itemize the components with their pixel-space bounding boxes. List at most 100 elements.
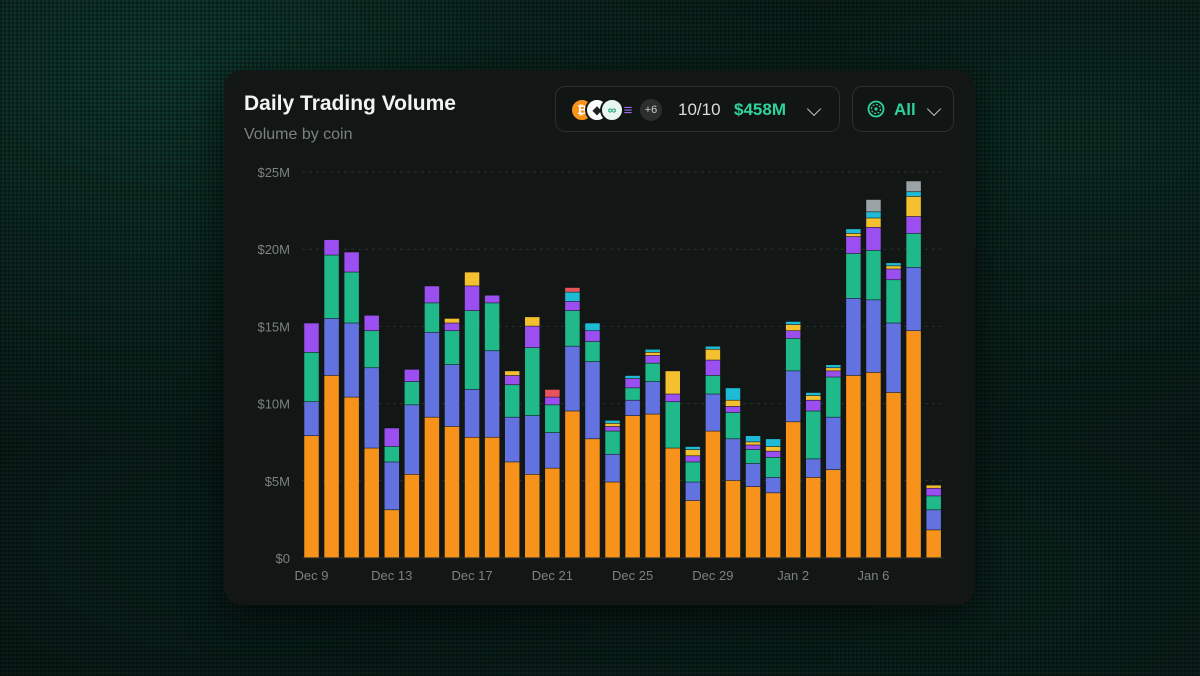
bar-stack[interactable]	[745, 436, 761, 558]
bar-stack[interactable]	[324, 239, 339, 558]
bar-stack[interactable]	[665, 371, 681, 558]
bar-segment	[545, 432, 560, 468]
bar-stack[interactable]	[826, 365, 841, 558]
bar-stack[interactable]	[304, 323, 319, 558]
x-tick-label: Jan 2	[777, 568, 809, 583]
bar-segment	[304, 352, 319, 402]
bar-segment	[866, 372, 881, 558]
bar-stack[interactable]	[685, 446, 701, 558]
x-tick-label: Dec 25	[612, 568, 653, 583]
bar-stack[interactable]	[525, 317, 540, 558]
bar-stack[interactable]	[444, 318, 460, 558]
bar-stack[interactable]	[926, 485, 941, 558]
bar-stack[interactable]	[725, 388, 741, 558]
bar-segment	[926, 530, 941, 558]
bar-stack[interactable]	[645, 349, 660, 558]
time-range-dropdown[interactable]: All	[852, 86, 954, 132]
trading-volume-card: Daily Trading Volume Volume by coin ₿ ◆ …	[224, 70, 975, 605]
bar-segment	[304, 436, 319, 558]
bar-segment	[725, 439, 741, 481]
bar-segment	[404, 474, 420, 558]
bar-stack[interactable]	[545, 389, 560, 558]
y-tick-label: $20M	[257, 242, 290, 257]
bar-stack[interactable]	[384, 428, 400, 558]
bar-stack[interactable]	[806, 392, 821, 558]
bar-stack[interactable]	[424, 286, 440, 558]
bar-segment	[685, 462, 701, 482]
bar-stack[interactable]	[765, 439, 781, 558]
bar-segment	[645, 414, 660, 558]
bar-segment	[806, 411, 821, 459]
bar-stack[interactable]	[785, 321, 801, 558]
bar-segment	[765, 439, 781, 447]
x-tick-label: Dec 29	[692, 568, 733, 583]
bar-segment	[625, 415, 640, 558]
bar-segment	[424, 303, 440, 332]
bar-segment	[685, 456, 701, 462]
bar-stack[interactable]	[464, 272, 480, 558]
bar-segment	[765, 457, 781, 478]
bar-segment	[765, 477, 781, 493]
bar-segment	[826, 368, 841, 371]
bar-segment	[886, 266, 901, 269]
bar-segment	[645, 355, 660, 363]
bar-segment	[886, 392, 901, 558]
bar-segment	[745, 449, 761, 464]
bar-stack[interactable]	[705, 346, 721, 558]
bar-stack[interactable]	[565, 287, 580, 558]
bar-segment	[545, 397, 560, 405]
bar-segment	[886, 323, 901, 393]
bar-segment	[886, 280, 901, 323]
bar-segment	[725, 400, 741, 407]
bar-segment	[645, 381, 660, 414]
bar-segment	[806, 459, 821, 478]
bar-segment	[404, 405, 420, 475]
bar-segment	[705, 394, 721, 431]
bar-segment	[585, 361, 600, 439]
x-tick-label: Dec 9	[295, 568, 329, 583]
bar-stack[interactable]	[866, 199, 881, 558]
bar-segment	[866, 250, 881, 300]
bar-segment	[705, 360, 721, 376]
bar-segment	[444, 323, 460, 331]
bar-segment	[665, 394, 681, 402]
bar-stack[interactable]	[846, 229, 861, 558]
bar-stack[interactable]	[625, 375, 640, 558]
bar-segment	[364, 315, 379, 331]
bar-segment	[906, 233, 921, 268]
bar-segment	[525, 415, 540, 475]
bar-stack[interactable]	[364, 315, 379, 558]
coin-filter-dropdown[interactable]: ₿ ◆ ∞ ≡ +6 10/10 $458M	[555, 86, 840, 132]
bar-segment	[545, 389, 560, 397]
bar-stack[interactable]	[605, 420, 620, 558]
bar-segment	[585, 323, 600, 331]
bar-stack[interactable]	[404, 369, 420, 558]
bar-segment	[464, 286, 480, 311]
bar-segment	[926, 496, 941, 510]
bar-stack[interactable]	[585, 323, 600, 558]
bar-segment	[745, 463, 761, 487]
y-tick-label: $10M	[257, 397, 290, 412]
bar-segment	[324, 375, 339, 558]
bar-stack[interactable]	[484, 295, 500, 558]
bar-segment	[484, 295, 500, 303]
bar-segment	[504, 371, 520, 376]
bar-segment	[344, 323, 359, 397]
bar-segment	[926, 510, 941, 530]
bar-segment	[785, 338, 801, 371]
bar-segment	[906, 267, 921, 331]
y-tick-label: $15M	[257, 319, 290, 334]
bar-stack[interactable]	[906, 181, 921, 558]
bar-stack[interactable]	[886, 263, 901, 558]
bar-segment	[785, 331, 801, 339]
bar-segment	[685, 500, 701, 558]
bar-stack[interactable]	[344, 252, 359, 558]
bar-segment	[364, 368, 379, 448]
bar-stack[interactable]	[504, 371, 520, 558]
bar-segment	[705, 375, 721, 394]
bar-segment	[585, 331, 600, 342]
x-tick-label: Dec 21	[532, 568, 573, 583]
bar-segment	[806, 400, 821, 411]
bar-segment	[444, 318, 460, 323]
y-tick-label: $0	[276, 551, 290, 566]
